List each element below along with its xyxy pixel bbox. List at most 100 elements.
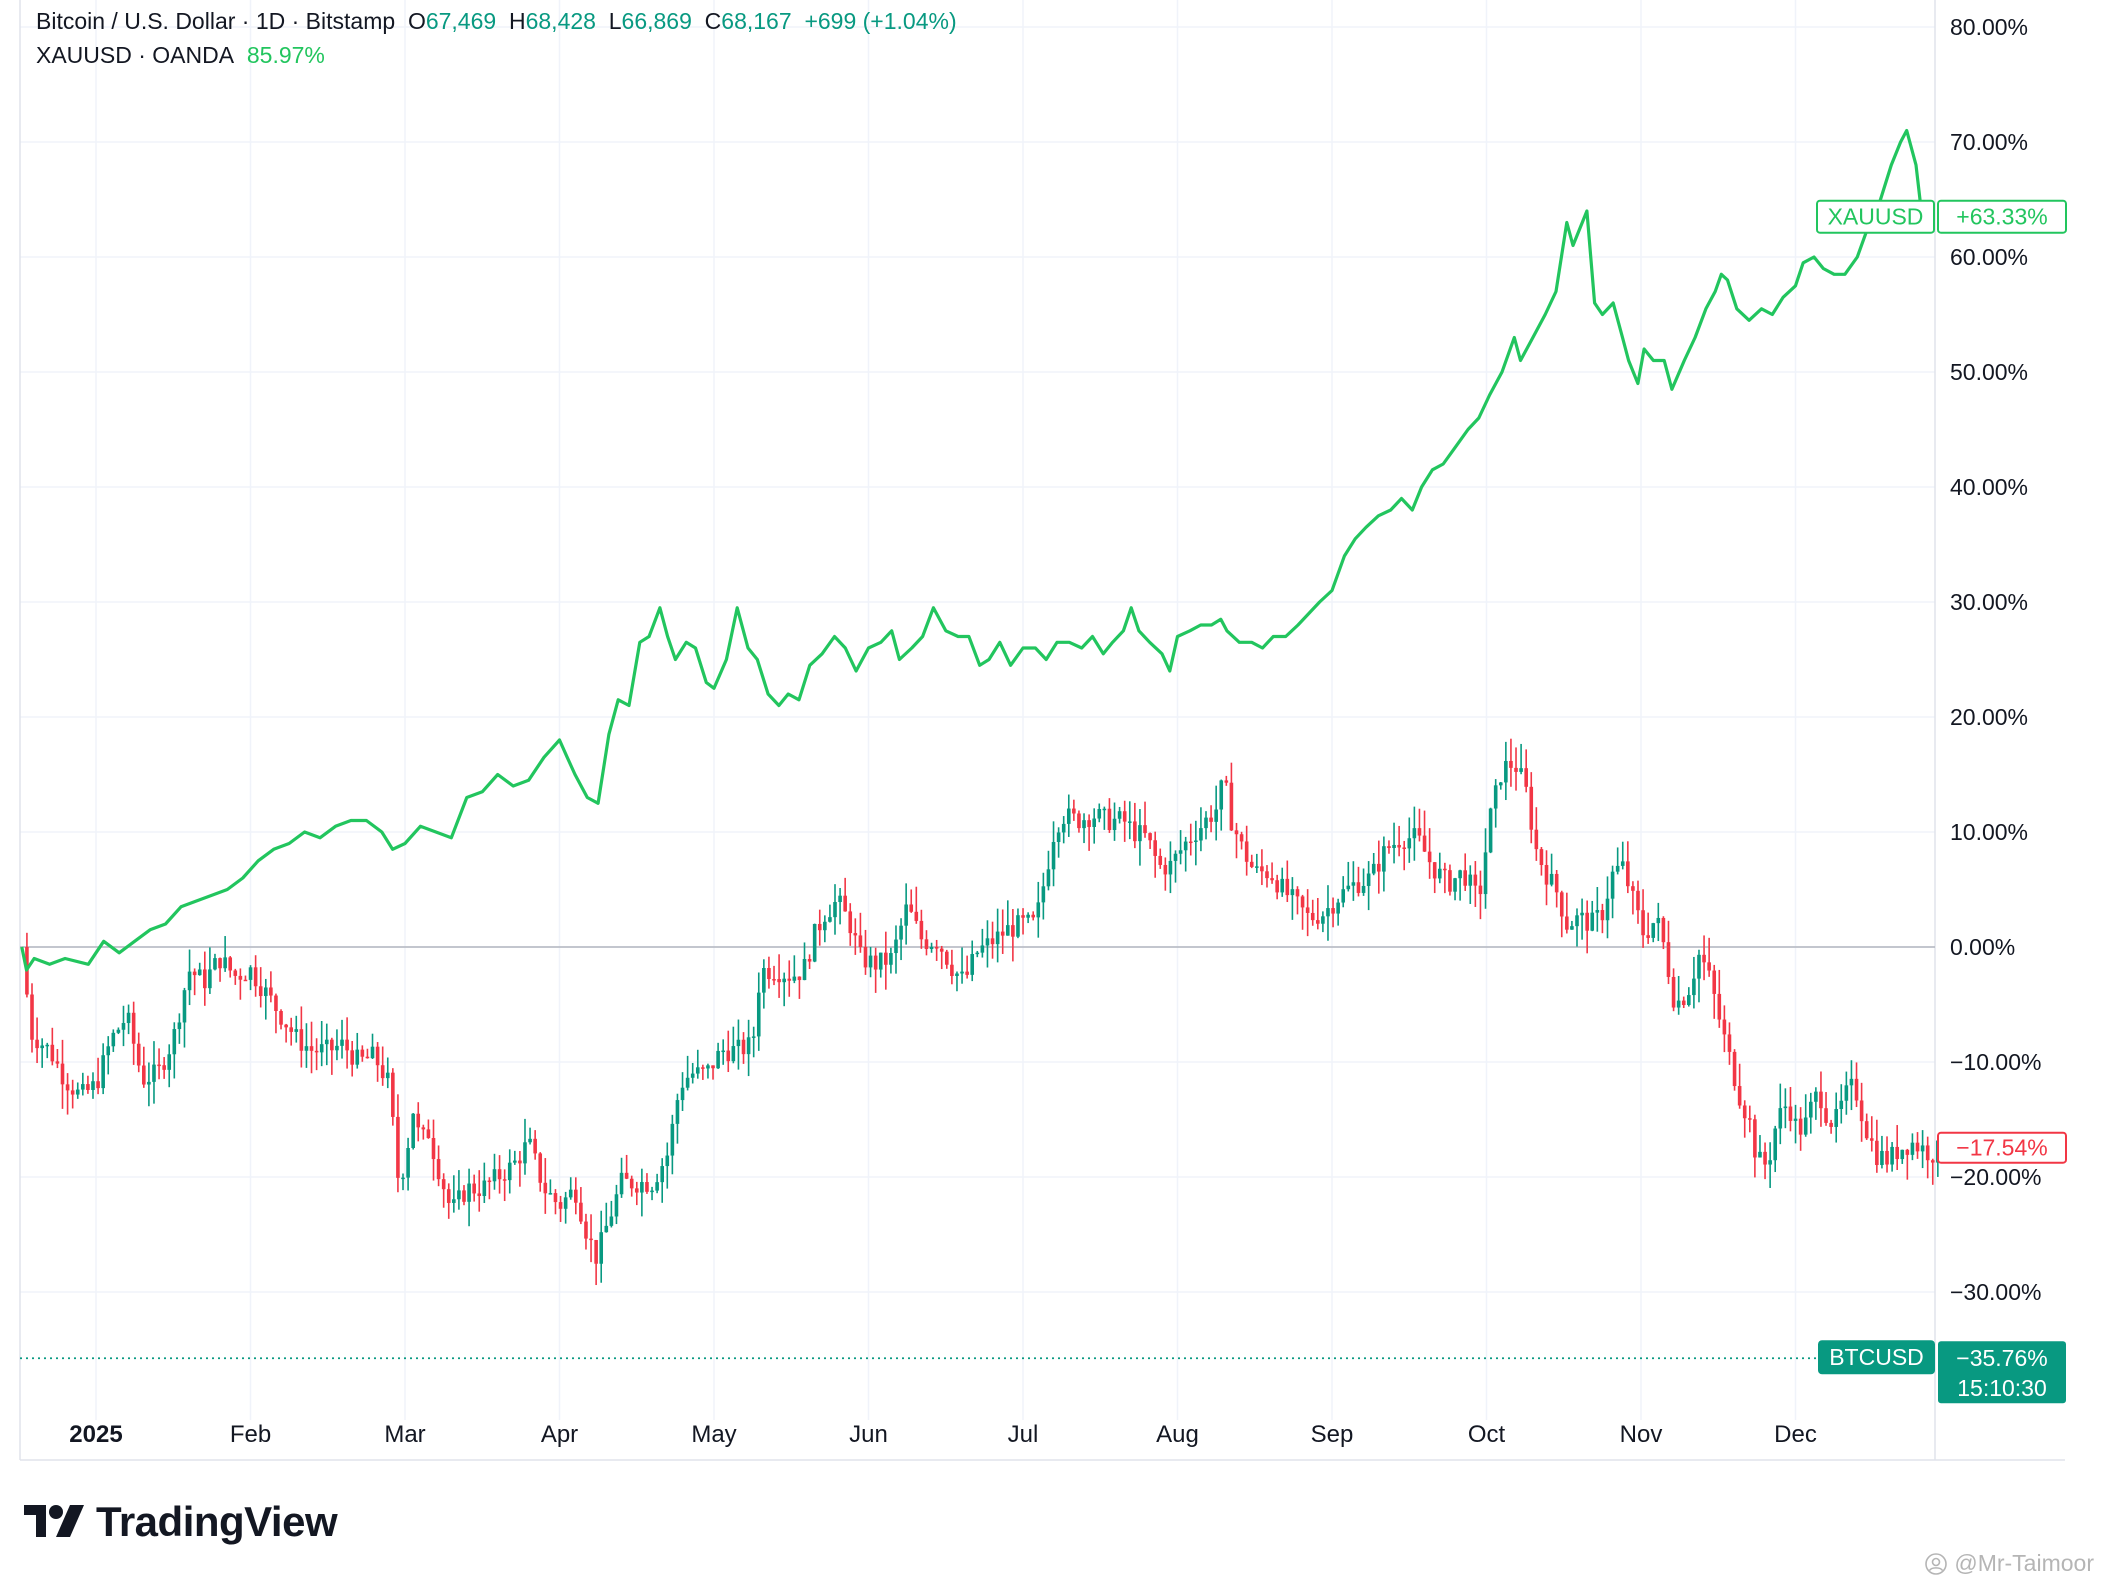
- xauusd-name-tag-box: [1816, 199, 1935, 234]
- btc-candle: [1763, 1142, 1767, 1180]
- candle-body: [934, 946, 939, 949]
- candle-body: [1117, 811, 1122, 819]
- btc-candle: [1437, 852, 1442, 884]
- legend-main: Bitcoin / U.S. Dollar · 1D · Bitstamp O6…: [36, 8, 957, 35]
- btc-candle: [203, 951, 207, 1006]
- legend-compare: XAUUSD · OANDA 85.97%: [36, 42, 325, 69]
- y-tick-label: −10.00%: [1950, 1049, 2041, 1075]
- btc-candle: [858, 912, 863, 953]
- candle-body: [1092, 818, 1096, 827]
- btc-candle: [330, 1037, 334, 1075]
- btc-candle: [939, 945, 944, 970]
- candle-body: [1412, 828, 1417, 839]
- candle-body: [1011, 925, 1015, 937]
- btc-candle: [1915, 1132, 1920, 1159]
- candle-body: [726, 1050, 731, 1062]
- btc-candle: [116, 1027, 121, 1035]
- candle-body: [1051, 841, 1056, 870]
- candle-body: [1275, 880, 1279, 893]
- btc-candle: [1692, 956, 1696, 1009]
- candle-body: [1819, 1091, 1823, 1109]
- btc-candle: [1854, 1062, 1859, 1108]
- btc-candle: [746, 1019, 751, 1077]
- x-tick-label: Jun: [849, 1421, 888, 1448]
- btc-candle: [142, 1046, 146, 1088]
- candle-body: [1346, 885, 1351, 890]
- candle-body: [553, 1193, 558, 1203]
- btc-candle: [299, 1006, 304, 1068]
- btc-candle: [1204, 811, 1208, 840]
- y-tick-label: 10.00%: [1950, 819, 2028, 845]
- candle-body: [980, 945, 985, 953]
- candle-body: [147, 1081, 151, 1085]
- candle-body: [1463, 870, 1467, 886]
- candle-body: [1000, 931, 1005, 936]
- btc-candle: [1473, 861, 1478, 907]
- btc-candle: [741, 1032, 746, 1064]
- candle-body: [289, 1027, 293, 1032]
- candle-body: [1631, 886, 1635, 891]
- candle-body: [1341, 889, 1346, 903]
- candle-body: [1402, 847, 1407, 849]
- btc-candle: [1641, 889, 1645, 948]
- btc-candle: [75, 1082, 80, 1099]
- candle-body: [1056, 832, 1061, 842]
- candle-body: [1453, 878, 1457, 892]
- btc-candle: [1448, 864, 1452, 896]
- candle-body: [960, 971, 964, 974]
- candle-body: [1097, 809, 1102, 819]
- candle-body: [1509, 760, 1513, 768]
- btc-candle: [1463, 853, 1467, 891]
- symbol-title[interactable]: Bitcoin / U.S. Dollar · 1D · Bitstamp: [36, 8, 396, 34]
- btc-candle: [1808, 1092, 1813, 1134]
- btc-candle: [406, 1137, 410, 1191]
- btc-candle: [1605, 876, 1610, 939]
- btc-candle: [1148, 832, 1152, 849]
- btc-name-tag-text: BTCUSD: [1829, 1344, 1924, 1370]
- btc-candle: [894, 925, 898, 974]
- candle-body: [1178, 850, 1183, 854]
- btc-candle: [1793, 1104, 1798, 1144]
- btc-candle: [1458, 869, 1462, 901]
- high-value: 68,428: [525, 8, 596, 34]
- y-tick-label: −20.00%: [1950, 1164, 2041, 1190]
- btc-candle: [945, 949, 949, 969]
- candle-body: [401, 1177, 405, 1180]
- btc-candle: [375, 1042, 380, 1082]
- candle-body: [284, 1024, 288, 1028]
- candle-body: [1880, 1150, 1884, 1166]
- btc-candle: [1504, 741, 1508, 801]
- compare-title[interactable]: XAUUSD · OANDA: [36, 42, 235, 68]
- btc-candle: [182, 987, 187, 1048]
- candle-body: [1793, 1118, 1798, 1121]
- btc-candle: [385, 1057, 390, 1089]
- candle-body: [1671, 976, 1676, 1008]
- candle-body: [274, 995, 278, 1011]
- candle-body: [385, 1072, 390, 1079]
- candle-body: [121, 1023, 126, 1030]
- low-label: L: [608, 8, 622, 34]
- candle-body: [1265, 871, 1269, 879]
- candle-body: [843, 895, 847, 912]
- btc-candle: [1697, 949, 1701, 1003]
- btc-candle: [1163, 857, 1168, 891]
- candle-body: [1300, 896, 1305, 908]
- watermark-text: @Mr-Taimoor: [1954, 1550, 2094, 1576]
- x-tick-label: 2025: [69, 1421, 122, 1448]
- btc-candle: [60, 1039, 65, 1109]
- btc-candle: [223, 936, 227, 972]
- tradingview-brand[interactable]: TradingView: [24, 1498, 338, 1546]
- btc-candle: [1930, 1158, 1935, 1185]
- candle-body: [568, 1189, 573, 1198]
- candle-body: [86, 1084, 90, 1090]
- candle-body: [1310, 912, 1315, 921]
- btc-candle: [624, 1154, 629, 1180]
- candle-body: [1214, 809, 1218, 822]
- btc-value-tag-box: [1938, 1341, 2066, 1404]
- candle-body: [1143, 825, 1147, 834]
- btc-value-text: −35.76%: [1956, 1345, 2047, 1371]
- candle-body: [96, 1081, 100, 1089]
- candle-body: [1260, 866, 1264, 872]
- btc-candle: [711, 1065, 715, 1080]
